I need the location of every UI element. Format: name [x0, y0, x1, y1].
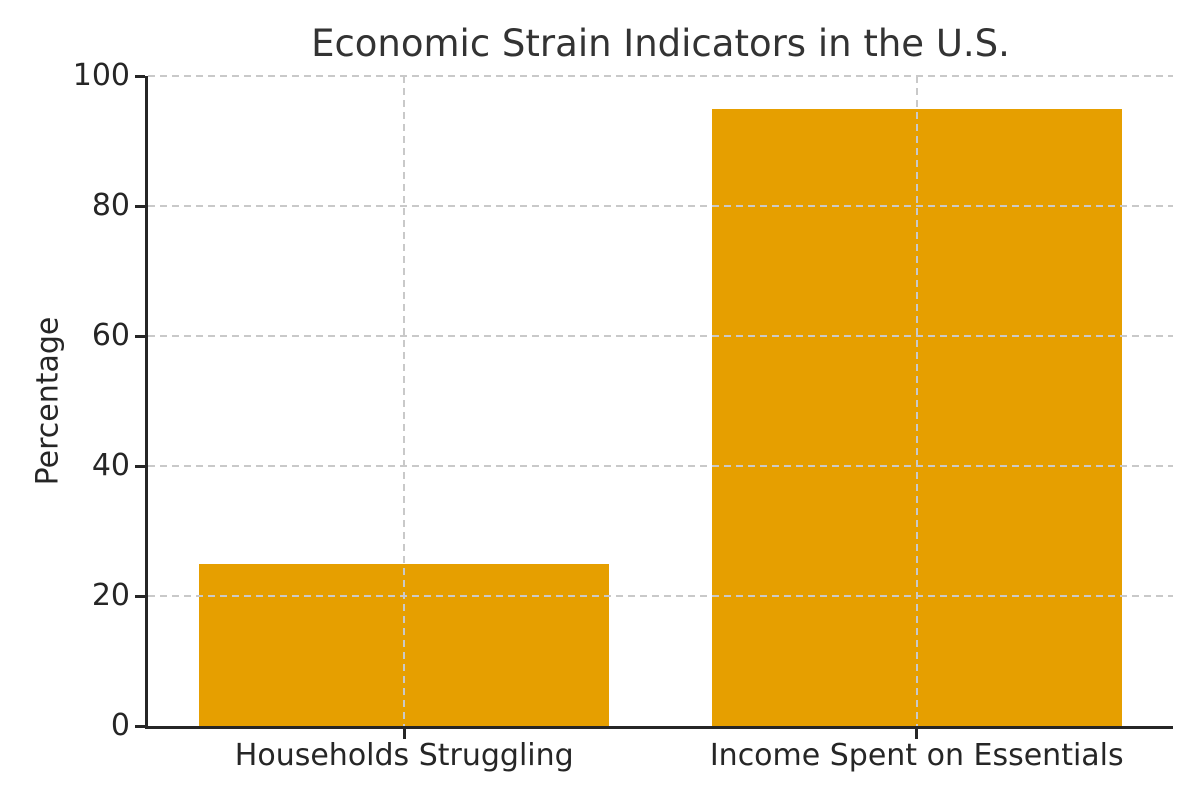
x-tick-label: Households Struggling: [234, 738, 574, 773]
y-tick-label: 0: [110, 708, 130, 743]
y-tick-label: 20: [91, 578, 130, 613]
plot-area: [148, 75, 1173, 726]
h-gridline: [148, 335, 1173, 337]
v-gridline: [915, 76, 918, 726]
x-tick-mark: [402, 729, 406, 739]
y-tick-mark: [135, 74, 145, 78]
y-tick-mark: [135, 724, 145, 728]
h-gridline: [148, 75, 1173, 77]
v-gridline: [403, 76, 406, 726]
x-tick-label: Income Spent on Essentials: [709, 738, 1124, 773]
y-tick-label: 100: [72, 58, 130, 93]
h-gridline: [148, 465, 1173, 467]
x-axis-spine: [145, 726, 1173, 729]
y-axis-spine: [145, 76, 148, 729]
h-gridline: [148, 595, 1173, 597]
y-tick-mark: [135, 204, 145, 208]
y-tick-mark: [135, 594, 145, 598]
y-tick-label: 60: [91, 318, 130, 353]
y-tick-mark: [135, 464, 145, 468]
h-gridline: [148, 205, 1173, 207]
y-tick-label: 40: [91, 448, 130, 483]
y-tick-label: 80: [91, 188, 130, 223]
y-tick-mark: [135, 334, 145, 338]
chart-title: Economic Strain Indicators in the U.S.: [311, 22, 1010, 65]
x-tick-mark: [915, 729, 919, 739]
